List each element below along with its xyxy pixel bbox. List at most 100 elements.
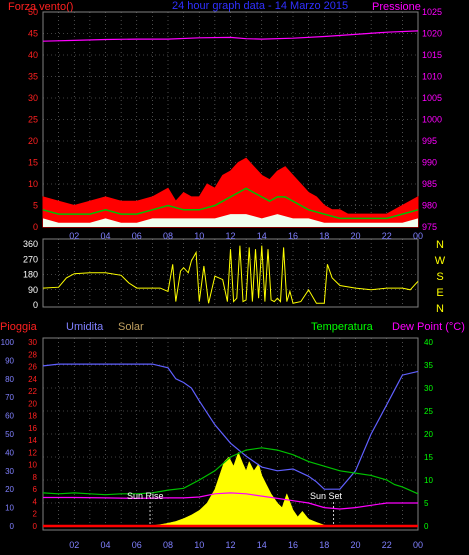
temp-tick-label: 20 — [424, 430, 433, 439]
pressure-tick-label: 1000 — [422, 115, 442, 125]
rain-tick-label: 4 — [33, 497, 38, 506]
rain-tick-label: 26 — [28, 363, 37, 372]
rain-tick-label: 16 — [28, 424, 37, 433]
wind-x-tick-label: 18 — [319, 231, 329, 241]
direction-tick-label: 360 — [23, 239, 38, 249]
rain-tick-label: 2 — [33, 510, 38, 519]
humidity-tick-label: 0 — [10, 522, 15, 531]
rain-tick-label: 22 — [28, 387, 37, 396]
humidity-tick-label: 80 — [5, 375, 14, 384]
pressure-tick-label: 990 — [422, 158, 437, 168]
pressure-tick-label: 1015 — [422, 50, 442, 60]
wind-x-tick-label: 06 — [132, 231, 142, 241]
humidity-tick-label: 20 — [5, 485, 14, 494]
rain-tick-label: 10 — [28, 461, 37, 470]
chart-title: 24 hour graph data - 14 Marzo 2015 — [172, 0, 348, 12]
atmos-x-tick-label: 04 — [100, 540, 110, 550]
direction-tick-label: 180 — [23, 270, 38, 280]
rain-tick-label: 14 — [28, 436, 37, 445]
rain-tick-label: 28 — [28, 350, 37, 359]
humidity-tick-label: 90 — [5, 356, 14, 365]
wind-x-tick-label: 08 — [163, 231, 173, 241]
pressure-tick-label: 980 — [422, 201, 437, 211]
rain-tick-label: 8 — [33, 473, 38, 482]
pressure-tick-label: 985 — [422, 179, 437, 189]
compass-label: N — [436, 303, 444, 315]
pressure-tick-label: 975 — [422, 222, 437, 232]
atmos-x-tick-label: 06 — [132, 540, 142, 550]
compass-label: S — [436, 271, 443, 283]
pressure-tick-label: 1005 — [422, 93, 442, 103]
atmos-x-tick-label: 16 — [288, 540, 298, 550]
rain-tick-label: 12 — [28, 448, 37, 457]
wind-tick-label: 25 — [28, 115, 38, 125]
temp-tick-label: 25 — [424, 407, 433, 416]
wind-x-tick-label: 04 — [100, 231, 110, 241]
humidity-tick-label: 100 — [1, 338, 15, 347]
atmos-x-tick-label: 12 — [225, 540, 235, 550]
direction-tick-label: 0 — [33, 300, 38, 310]
direction-tick-label: 90 — [28, 285, 38, 295]
series-wind-direction — [42, 245, 419, 304]
rain-tick-label: 6 — [33, 485, 38, 494]
series-wind-avg — [42, 187, 419, 220]
wind-x-tick-label: 16 — [288, 231, 298, 241]
wind-tick-label: 20 — [28, 136, 38, 146]
wind-tick-label: 0 — [33, 222, 38, 232]
wind-x-tick-label: 10 — [194, 231, 204, 241]
legend-rain: Pioggia — [0, 321, 38, 333]
rain-tick-label: 24 — [28, 375, 37, 384]
temp-tick-label: 15 — [424, 453, 433, 462]
wind-x-tick-label: 14 — [257, 231, 267, 241]
temp-tick-label: 10 — [424, 476, 433, 485]
series-humidity — [42, 363, 419, 490]
compass-label: W — [435, 255, 446, 267]
rain-tick-label: 18 — [28, 412, 37, 421]
atmos-x-tick-label: 14 — [257, 540, 267, 550]
wind-axis-label: Forza vento() — [8, 1, 73, 13]
wind-tick-label: 15 — [28, 158, 38, 168]
direction-tick-label: 270 — [23, 254, 38, 264]
legend-solar: Solar — [118, 321, 144, 333]
series-wind-gust — [42, 157, 419, 228]
pressure-tick-label: 995 — [422, 136, 437, 146]
wind-tick-label: 35 — [28, 72, 38, 82]
series-solar — [149, 451, 334, 527]
sunset-label: Sun Set — [310, 491, 343, 501]
pressure-tick-label: 1025 — [422, 7, 442, 17]
wind-tick-label: 5 — [33, 201, 38, 211]
temp-tick-label: 5 — [424, 499, 429, 508]
humidity-tick-label: 10 — [5, 504, 14, 513]
wind-x-tick-label: 00 — [413, 231, 423, 241]
rain-tick-label: 30 — [28, 338, 37, 347]
wind-x-tick-label: 22 — [382, 231, 392, 241]
atmos-x-tick-label: 02 — [69, 540, 79, 550]
temp-tick-label: 35 — [424, 361, 433, 370]
humidity-tick-label: 50 — [5, 430, 14, 439]
rain-tick-label: 0 — [33, 522, 38, 531]
atmos-x-tick-label: 00 — [413, 540, 423, 550]
pressure-tick-label: 1020 — [422, 29, 442, 39]
series-pressure — [42, 30, 419, 42]
series-temperature — [42, 447, 419, 496]
pressure-axis-label: Pressione — [372, 1, 421, 13]
wind-tick-label: 45 — [28, 29, 38, 39]
tick-labels: 0510152025303540455097598098599099510001… — [1, 7, 446, 550]
legend-temperature: Temperatura — [311, 321, 374, 333]
humidity-tick-label: 30 — [5, 467, 14, 476]
compass-label: E — [436, 287, 443, 299]
wind-x-tick-label: 12 — [225, 231, 235, 241]
humidity-tick-label: 60 — [5, 412, 14, 421]
atmos-x-tick-label: 10 — [194, 540, 204, 550]
wind-x-tick-label: 20 — [350, 231, 360, 241]
wind-tick-label: 50 — [28, 7, 38, 17]
rain-tick-label: 20 — [28, 399, 37, 408]
atmos-x-tick-label: 18 — [319, 540, 329, 550]
legend-dew-point: Dew Point (°C) — [392, 321, 465, 333]
humidity-tick-label: 40 — [5, 448, 14, 457]
atmos-x-tick-label: 20 — [350, 540, 360, 550]
temp-tick-label: 0 — [424, 522, 429, 531]
compass-label: N — [436, 239, 444, 251]
